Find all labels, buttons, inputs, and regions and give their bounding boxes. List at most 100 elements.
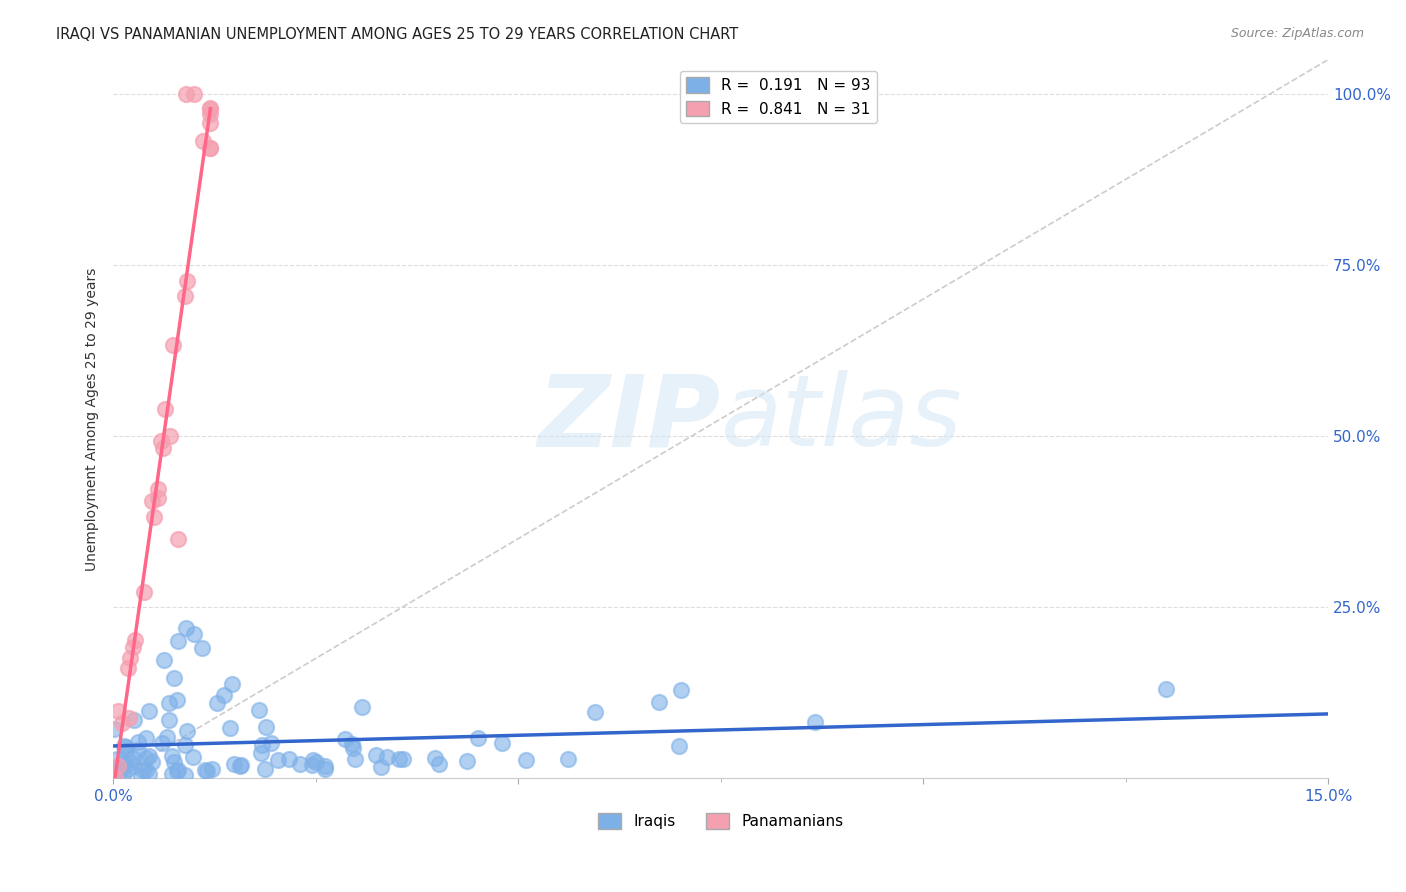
Point (249, 746, 271, 760)
Point (247, 703, 270, 717)
Point (124, 632, 146, 647)
Point (112, 756, 135, 770)
Point (314, 758, 336, 772)
Point (557, 752, 579, 766)
Point (176, 723, 198, 738)
Point (157, 696, 180, 710)
Point (105, 751, 128, 765)
Point (804, 715, 827, 730)
Point (342, 740, 364, 755)
Point (370, 760, 392, 774)
Point (146, 491, 169, 505)
Point (1154, 682, 1177, 697)
Point (467, 731, 489, 745)
Point (191, 134, 214, 148)
Point (201, 762, 224, 776)
Point (166, 764, 188, 779)
Text: atlas: atlas (721, 370, 962, 467)
Point (352, 700, 374, 714)
Point (122, 640, 145, 654)
Point (152, 441, 174, 455)
Point (157, 713, 180, 727)
Point (183, 87, 205, 101)
Point (191, 641, 214, 656)
Point (163, 671, 186, 685)
Point (112, 739, 135, 753)
Point (648, 695, 671, 709)
Text: IRAQI VS PANAMANIAN UNEMPLOYMENT AMONG AGES 25 TO 29 YEARS CORRELATION CHART: IRAQI VS PANAMANIAN UNEMPLOYMENT AMONG A… (56, 27, 738, 42)
Point (364, 748, 387, 763)
Legend: Iraqis, Panamanians: Iraqis, Panamanians (592, 807, 849, 835)
Point (427, 757, 450, 772)
Point (132, 763, 155, 777)
Point (120, 651, 142, 665)
Point (333, 732, 356, 747)
Point (219, 722, 242, 736)
Point (669, 683, 692, 698)
Point (138, 767, 160, 781)
Point (200, 101, 222, 115)
Point (200, 141, 222, 155)
Point (104, 771, 127, 785)
Point (200, 116, 222, 130)
Point (167, 764, 190, 778)
Point (135, 751, 157, 765)
Text: ZIP: ZIP (537, 370, 721, 467)
Point (156, 730, 179, 744)
Point (195, 764, 218, 778)
Point (388, 752, 411, 766)
Point (183, 627, 205, 641)
Point (148, 483, 170, 497)
Point (141, 493, 163, 508)
Point (114, 739, 136, 754)
Point (456, 754, 478, 768)
Text: Source: ZipAtlas.com: Source: ZipAtlas.com (1230, 27, 1364, 40)
Point (108, 760, 131, 774)
Point (301, 757, 323, 772)
Point (118, 756, 141, 770)
Point (111, 716, 134, 731)
Point (221, 676, 243, 690)
Point (173, 289, 195, 303)
Point (253, 762, 276, 776)
Point (194, 763, 217, 777)
Point (266, 753, 288, 767)
Point (127, 734, 149, 748)
Point (256, 720, 278, 734)
Point (135, 731, 157, 746)
Point (375, 749, 398, 764)
Point (176, 274, 198, 288)
Point (150, 434, 173, 448)
Point (174, 768, 197, 782)
Point (110, 764, 132, 778)
Point (138, 705, 160, 719)
Point (162, 756, 184, 770)
Point (114, 743, 136, 757)
Point (159, 429, 181, 443)
Point (122, 751, 145, 765)
Point (111, 768, 134, 782)
Point (200, 102, 222, 116)
Point (340, 737, 363, 751)
Point (288, 756, 311, 771)
Point (103, 722, 125, 736)
Point (153, 653, 176, 667)
Point (222, 756, 245, 771)
Point (167, 532, 190, 546)
Point (668, 739, 690, 753)
Point (110, 760, 132, 774)
Point (212, 689, 235, 703)
Point (129, 769, 152, 783)
Point (122, 759, 145, 773)
Point (173, 738, 195, 752)
Point (138, 748, 160, 763)
Point (117, 762, 139, 776)
Point (127, 743, 149, 757)
Point (141, 755, 163, 769)
Point (118, 711, 141, 725)
Point (107, 704, 129, 718)
Point (160, 749, 183, 764)
Point (181, 749, 204, 764)
Point (425, 751, 447, 765)
Point (231, 758, 253, 772)
